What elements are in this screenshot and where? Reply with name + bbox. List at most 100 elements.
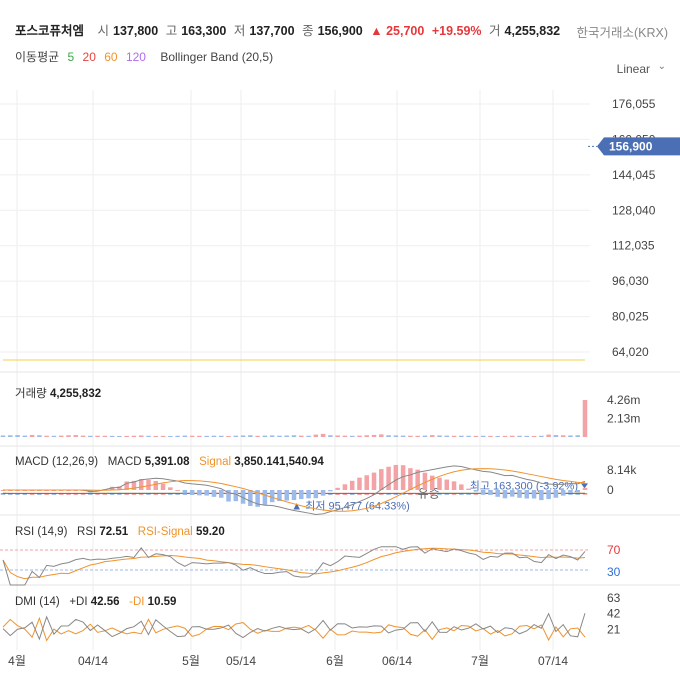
macd-histogram-bar [437, 477, 442, 490]
high-annotation: 최고 163,300 (-3.92%) [470, 479, 578, 492]
volume-bar [342, 435, 348, 437]
ma120-legend[interactable]: 120 [125, 50, 146, 64]
volume-bar [531, 435, 537, 437]
volume-bar [546, 434, 551, 437]
high-value: 163,300 [181, 24, 227, 38]
macd-tick-label: 8.14k [607, 463, 637, 477]
volume-bar [22, 435, 28, 437]
volume-bar [51, 435, 57, 437]
volume-bar [124, 435, 129, 437]
macd-histogram-bar [422, 472, 428, 490]
rsi-pane: 70 30 [0, 543, 621, 586]
volume-bar [473, 435, 479, 437]
volume-bar [357, 435, 362, 437]
macd-histogram-bar [473, 490, 479, 492]
quote-summary: 포스코퓨처엠 시 137,800 고 163,300 저 137,700 종 156,9… [15, 20, 564, 39]
macd-histogram-bar [568, 490, 573, 494]
candle-body [437, 493, 442, 495]
candle-body [8, 493, 13, 495]
indicator-legend: 이동평균 5 20 60 120 Bollinger Band (20,5) [15, 48, 278, 65]
volume-tick-label: 2.13m [607, 412, 640, 426]
volume-bar [466, 435, 471, 437]
rsi-pane-label: RSI (14,9) RSI 72.51 RSI-Signal 59.20 [15, 526, 225, 538]
macd-histogram-bar [269, 490, 275, 503]
volume-bar [189, 435, 195, 437]
rsi-tick-label: 70 [607, 543, 621, 557]
macd-pane: 8.14k 0 [0, 463, 637, 515]
candle-body [22, 493, 28, 495]
scale-mode-select[interactable]: Linear [616, 62, 650, 76]
volume-bar [262, 435, 268, 437]
macd-histogram-bar [204, 490, 209, 496]
volume-bar [117, 435, 122, 437]
volume-bar [131, 435, 137, 437]
candle-body [379, 493, 384, 495]
macd-histogram-bar [488, 490, 493, 495]
macd-histogram-bar [168, 487, 173, 490]
chevron-down-icon[interactable]: ⌄ [657, 61, 666, 72]
volume-bar [429, 435, 435, 437]
macd-histogram-bar [517, 490, 522, 498]
candle-body [153, 493, 159, 495]
volume-bar [255, 435, 260, 437]
macd-histogram-bar [480, 490, 486, 495]
candle-body [51, 493, 57, 495]
volume-bar [248, 435, 253, 437]
macd-histogram-bar [357, 477, 362, 490]
macd-histogram-bar [531, 490, 537, 499]
macd-histogram-bar [546, 490, 551, 500]
macd-histogram-bar [131, 480, 137, 490]
ma60-legend[interactable]: 60 [104, 50, 118, 64]
volume-bar [88, 435, 93, 437]
macd-histogram-bar [524, 490, 530, 499]
candle-body [15, 493, 20, 495]
macd-histogram-bar [313, 490, 319, 499]
macd-histogram-bar [284, 490, 289, 501]
candle-body [88, 493, 93, 495]
candle-body [568, 493, 573, 495]
candle-body [73, 493, 79, 495]
candle-body [364, 493, 370, 495]
stock-name[interactable]: 포스코퓨처엠 [15, 24, 85, 38]
volume-bar [517, 435, 522, 437]
candle-body [58, 493, 64, 495]
bollinger-legend[interactable]: Bollinger Band (20,5) [160, 50, 274, 64]
macd-histogram-bar [495, 490, 500, 497]
rsi-title: RSI (14,9) [15, 526, 68, 538]
candle-body [138, 493, 144, 495]
rsi-signal-name: RSI-Signal [137, 526, 193, 538]
macd-histogram-bar [335, 487, 340, 490]
candle-body [328, 493, 333, 495]
macd-histogram-bar [299, 490, 304, 500]
volume-bar [284, 435, 289, 437]
candle-body [131, 493, 137, 495]
volume-bar [80, 435, 86, 437]
candle-body [37, 493, 42, 495]
macd-histogram-bar [451, 481, 457, 490]
macd-histogram-bar [211, 490, 217, 497]
ma5-legend[interactable]: 5 [67, 50, 75, 64]
current-price-label: 156,900 [609, 139, 653, 153]
rsi-value: 72.51 [99, 526, 129, 538]
candle-body [459, 493, 464, 495]
volume-bar [568, 435, 573, 437]
price-tick-label: 176,055 [612, 97, 656, 111]
macd-signal-name: Signal [199, 456, 232, 468]
macd-histogram-bar [153, 480, 159, 490]
volume-bar [44, 435, 49, 437]
macd-histogram-bar [218, 490, 224, 498]
macd-histogram-bar [291, 490, 297, 501]
close-label: 종 [302, 24, 314, 38]
ma-label[interactable]: 이동평균 [15, 50, 60, 64]
price-tick-label: 64,020 [612, 345, 649, 359]
macd-histogram-bar [226, 490, 231, 502]
candle-body [386, 493, 391, 495]
ma20-legend[interactable]: 20 [82, 50, 96, 64]
volume-bar [320, 433, 326, 437]
macd-histogram-bar [262, 490, 268, 506]
macd-histogram-bar [509, 490, 515, 497]
macd-histogram-bar [502, 490, 508, 499]
volume-bar [560, 435, 566, 437]
macd-pane-label: MACD (12,26,9) MACD 5,391.08 Signal 3,85… [15, 456, 324, 468]
